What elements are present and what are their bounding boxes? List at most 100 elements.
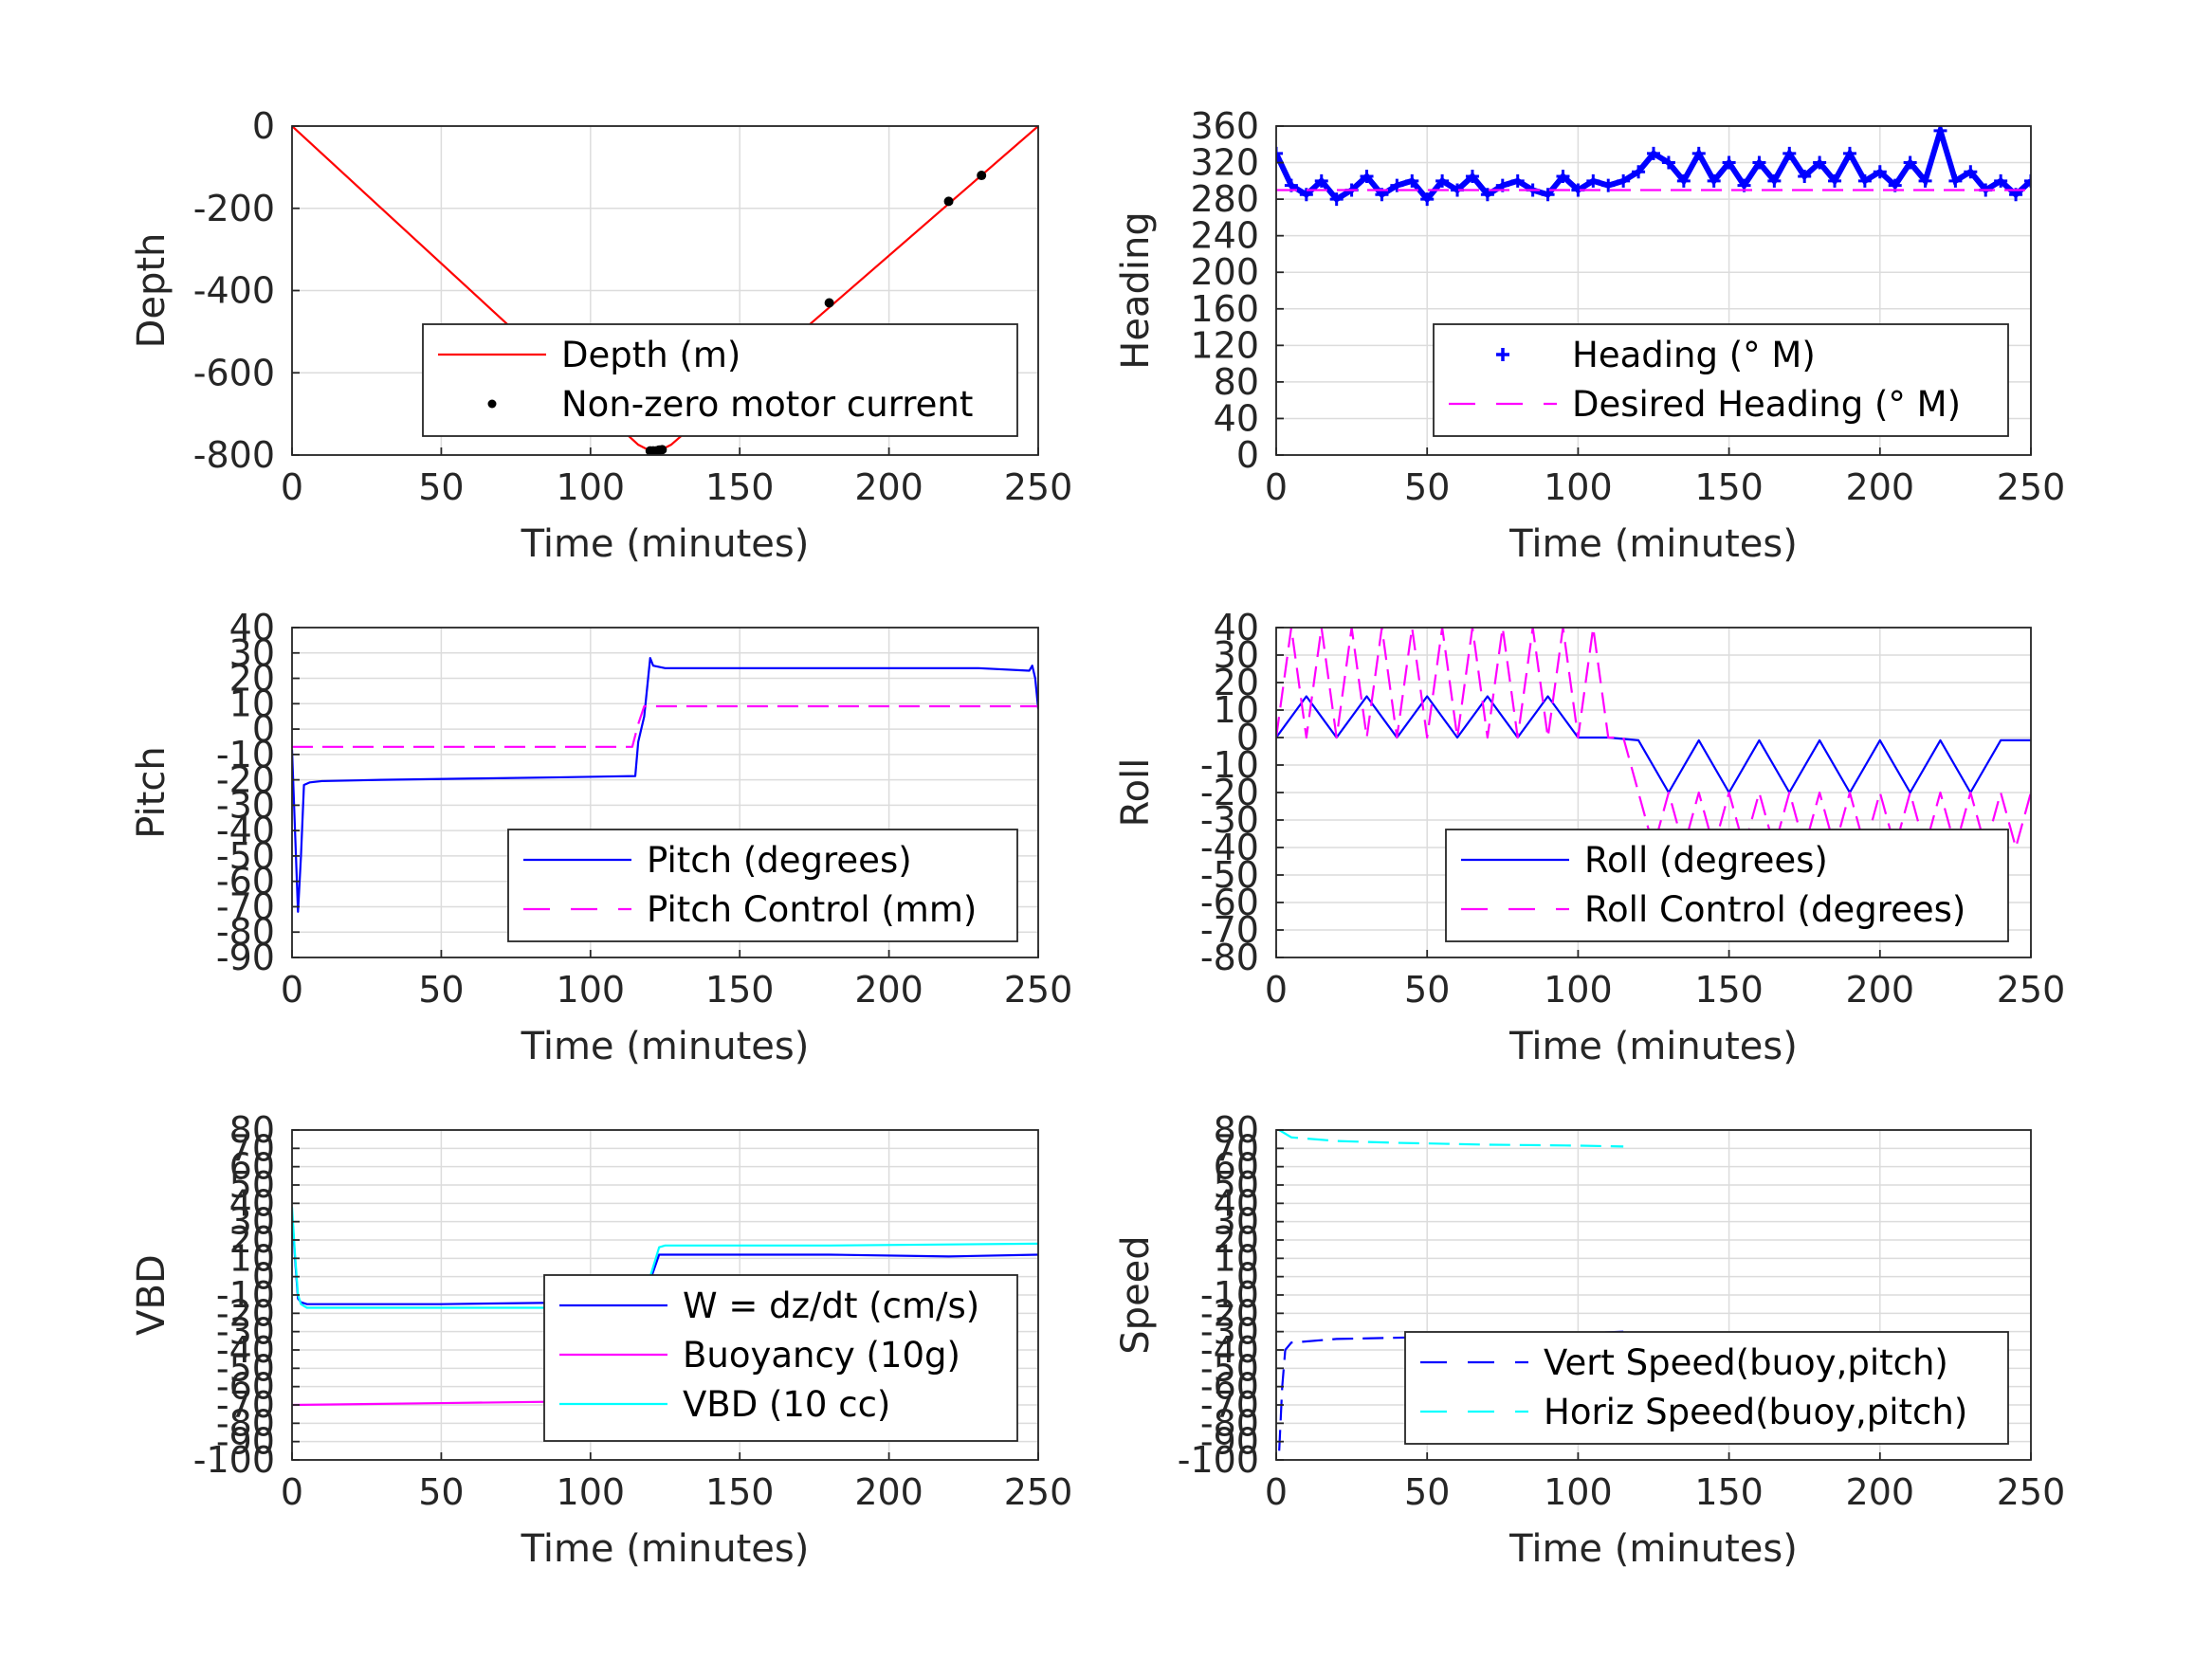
chart-heading-series-0-point bbox=[1691, 146, 1706, 160]
chart-vbd-ytick-label: 30 bbox=[229, 1201, 275, 1243]
chart-depth-legend: Depth (m) Non-zero motor current bbox=[422, 323, 1018, 437]
chart-pitch-axes-box bbox=[291, 627, 1039, 958]
chart-speed-ytick-label: -20 bbox=[1200, 1292, 1259, 1334]
chart-heading-plot-area bbox=[1276, 126, 2031, 207]
chart-roll-ylabel: Roll bbox=[1114, 758, 1158, 828]
chart-vbd-ytick-label: -80 bbox=[216, 1402, 275, 1444]
chart-speed-xlabel: Time (minutes) bbox=[1508, 1527, 1798, 1571]
chart-heading: 0 50 100 150 200 2500408012016020024028032036… bbox=[1114, 105, 2065, 566]
chart-heading-series-0-point bbox=[1601, 178, 1616, 192]
chart-vbd-xtick-label: 150 bbox=[705, 1471, 775, 1513]
chart-heading-ytick-label: 280 bbox=[1190, 178, 1259, 220]
chart-depth-series-1-point bbox=[824, 298, 834, 308]
chart-pitch-xtick-label: 0 bbox=[281, 969, 303, 1011]
chart-roll-ytick-label: 0 bbox=[1236, 717, 1259, 758]
chart-vbd: 0 50 100 150 200 25080706050403020100-10-20-3… bbox=[130, 1109, 1072, 1571]
chart-speed-legend: Vert Speed(buoy,pitch) Horiz Speed(buoy,p… bbox=[1404, 1331, 2009, 1445]
chart-roll-ytick-label: 20 bbox=[1214, 662, 1259, 703]
chart-heading-series-0-line bbox=[1276, 126, 2031, 204]
chart-speed-series-1-line bbox=[1278, 1130, 1624, 1148]
chart-heading-series-0-point bbox=[1390, 178, 1404, 192]
chart-depth-legend-label: Depth (m) bbox=[561, 335, 740, 375]
chart-vbd-legend: W = dz/dt (cm/s) Buoyancy (10g) VBD (10 cc… bbox=[543, 1274, 1018, 1442]
chart-pitch-ytick-label: 30 bbox=[229, 632, 275, 674]
chart-roll-xtick-label: 100 bbox=[1544, 969, 1613, 1011]
chart-vbd-legend-box bbox=[543, 1274, 1018, 1442]
chart-speed-legend-label: Vert Speed(buoy,pitch) bbox=[1544, 1342, 1948, 1383]
chart-speed-ytick-label: -60 bbox=[1200, 1366, 1259, 1408]
chart-vbd-ytick-label: -100 bbox=[193, 1439, 275, 1481]
chart-roll-ytick-label: 40 bbox=[1214, 607, 1259, 648]
chart-roll-xtick-label: 0 bbox=[1265, 969, 1288, 1011]
chart-heading-axes-box bbox=[1275, 125, 2032, 456]
chart-heading-ytick-label: 160 bbox=[1190, 288, 1259, 330]
chart-heading-series-0-point bbox=[1828, 173, 1842, 188]
chart-speed-xtick-label: 50 bbox=[1404, 1471, 1450, 1513]
chart-pitch-xtick-label: 50 bbox=[418, 969, 464, 1011]
chart-speed-xtick-label: 150 bbox=[1694, 1471, 1764, 1513]
chart-depth-xtick-label: 100 bbox=[557, 466, 626, 508]
chart-pitch-xtick-label: 100 bbox=[557, 969, 626, 1011]
chart-roll-ytick-label: -10 bbox=[1200, 744, 1259, 786]
chart-heading-series-0-point bbox=[1873, 165, 1887, 179]
chart-pitch-legend-box bbox=[507, 829, 1018, 942]
chart-pitch-ytick-label: -40 bbox=[216, 810, 275, 851]
chart-pitch-ytick-label: 20 bbox=[229, 658, 275, 700]
chart-heading-legend-box bbox=[1433, 323, 2009, 437]
chart-depth-ytick-label: -400 bbox=[193, 270, 275, 312]
chart-pitch-ytick-label: -50 bbox=[216, 835, 275, 877]
chart-pitch-ytick-label: -70 bbox=[216, 885, 275, 927]
chart-depth-xtick-label: 0 bbox=[281, 466, 303, 508]
chart-pitch-ytick-label: -20 bbox=[216, 759, 275, 801]
chart-pitch-xtick-label: 150 bbox=[705, 969, 775, 1011]
chart-roll-xtick-label: 150 bbox=[1694, 969, 1764, 1011]
chart-heading-series-0-point bbox=[1661, 155, 1675, 170]
chart-heading-legend-label: Heading (° M) bbox=[1572, 335, 1816, 375]
chart-heading-series-0-point bbox=[1510, 173, 1525, 188]
chart-pitch-xtick-label: 250 bbox=[1004, 969, 1073, 1011]
chart-heading-ytick-label: 360 bbox=[1190, 105, 1259, 147]
chart-vbd-xtick-label: 0 bbox=[281, 1471, 303, 1513]
chart-heading-series-0-point bbox=[1632, 165, 1646, 179]
chart-vbd-xlabel: Time (minutes) bbox=[521, 1527, 810, 1571]
chart-vbd-ytick-label: -10 bbox=[216, 1274, 275, 1316]
chart-heading-xtick-label: 150 bbox=[1694, 466, 1764, 508]
chart-heading-series-0-point bbox=[1752, 155, 1766, 170]
chart-depth-legend-box bbox=[422, 323, 1018, 437]
chart-speed-ylabel: Speed bbox=[1114, 1235, 1158, 1354]
chart-depth-xtick-label: 200 bbox=[854, 466, 923, 508]
chart-heading-series-0-point bbox=[1813, 155, 1827, 170]
chart-vbd-ytick-label: 60 bbox=[229, 1146, 275, 1188]
chart-depth-xtick-label: 50 bbox=[418, 466, 464, 508]
chart-heading-series-0-point bbox=[1299, 188, 1313, 202]
chart-speed-ytick-label: -40 bbox=[1200, 1329, 1259, 1371]
chart-heading-xtick-label: 250 bbox=[1997, 466, 2066, 508]
chart-vbd-legend-label: W = dz/dt (cm/s) bbox=[683, 1285, 979, 1326]
chart-heading-ytick-label: 320 bbox=[1190, 142, 1259, 184]
chart-heading-series-0-point bbox=[1314, 173, 1328, 188]
chart-pitch-ytick-label: 0 bbox=[252, 708, 275, 750]
chart-pitch-ytick-label: -80 bbox=[216, 911, 275, 953]
chart-vbd-ylabel: VBD bbox=[130, 1254, 174, 1336]
chart-pitch: 0 50 100 150 200 250403020100-10-20-30-40-50-… bbox=[130, 607, 1072, 1068]
chart-depth-ytick-label: -600 bbox=[193, 352, 275, 393]
chart-vbd-ytick-label: -20 bbox=[216, 1292, 275, 1334]
chart-roll-series-1-line bbox=[1276, 628, 2031, 849]
chart-pitch-legend-label: Pitch (degrees) bbox=[647, 840, 912, 881]
chart-pitch-legend: Pitch (degrees) Pitch Control (mm) bbox=[507, 829, 1018, 942]
chart-vbd-ytick-label: 80 bbox=[229, 1109, 275, 1151]
chart-heading-series-0-point bbox=[1541, 188, 1555, 202]
chart-heading-legend-label: Desired Heading (° M) bbox=[1572, 384, 1961, 425]
chart-speed-xtick-label: 100 bbox=[1544, 1471, 1613, 1513]
chart-vbd-ytick-label: 10 bbox=[229, 1237, 275, 1279]
chart-roll-legend-label: Roll (degrees) bbox=[1584, 840, 1828, 881]
chart-heading-series-0-point bbox=[1676, 173, 1691, 188]
chart-roll-xtick-label: 250 bbox=[1997, 969, 2066, 1011]
chart-roll-xtick-label: 200 bbox=[1846, 969, 1915, 1011]
chart-depth-series-1-point bbox=[977, 171, 987, 181]
chart-heading-xlabel: Time (minutes) bbox=[1508, 522, 1798, 566]
chart-vbd-legend-label: VBD (10 cc) bbox=[683, 1384, 890, 1425]
chart-speed-ytick-label: 40 bbox=[1214, 1182, 1259, 1224]
chart-pitch-ytick-label: 40 bbox=[229, 607, 275, 648]
